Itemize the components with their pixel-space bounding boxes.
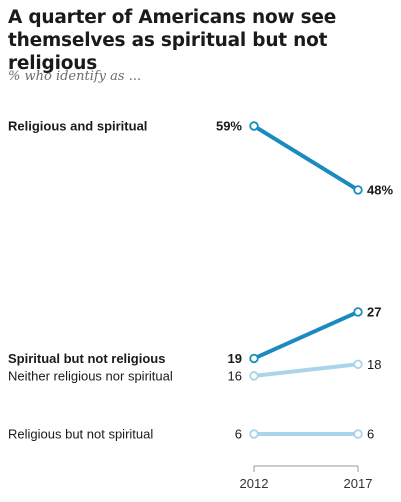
data-label-2017: 6 — [367, 427, 374, 442]
data-label-2017: 18 — [367, 357, 381, 372]
data-label-2012: 16 — [228, 368, 242, 383]
data-label-2017: 27 — [367, 304, 381, 319]
x-tick-label: 2012 — [240, 476, 269, 491]
series-name-label: Religious but not spiritual — [8, 427, 153, 442]
data-point — [353, 307, 363, 317]
x-tick-label: 2017 — [344, 476, 373, 491]
data-label-2017: 48% — [367, 182, 393, 197]
data-point — [353, 185, 363, 195]
data-label-2012: 19 — [228, 351, 242, 366]
series-line — [252, 124, 360, 192]
data-label-2012: 6 — [235, 427, 242, 442]
chart-title: A quarter of Americans now see themselve… — [8, 7, 337, 74]
series-line — [252, 309, 360, 361]
series-name-label: Neither religious nor spiritual — [8, 368, 173, 383]
data-point — [353, 359, 363, 369]
data-point — [353, 429, 363, 439]
data-label-2012: 59% — [216, 119, 242, 134]
series-line — [252, 362, 360, 378]
data-point — [249, 371, 259, 381]
chart-subtitle: % who identify as ... — [8, 69, 142, 84]
series-name-label: Spiritual but not religious — [8, 351, 165, 366]
data-point — [249, 429, 259, 439]
data-point — [249, 353, 259, 364]
series-name-label: Religious and spiritual — [8, 119, 147, 134]
data-point — [249, 121, 259, 131]
